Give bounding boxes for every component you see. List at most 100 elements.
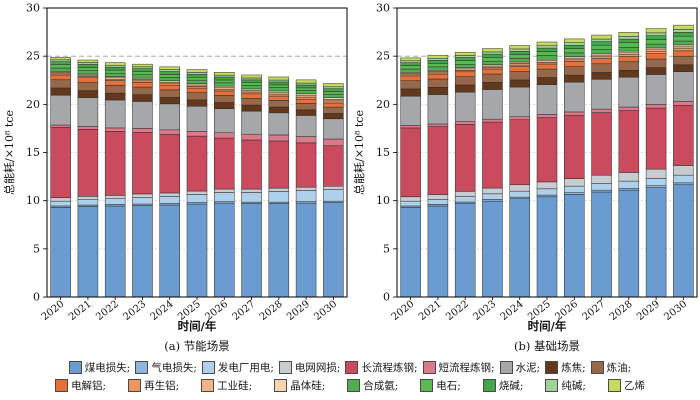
bar-segment (159, 74, 180, 78)
bar-segment (427, 66, 449, 71)
bar-segment (564, 57, 585, 61)
x-tick-label: 2020 (390, 299, 417, 323)
y-tick-label: 10 (26, 194, 40, 207)
bar-segment (268, 95, 290, 101)
bar-segment (427, 58, 449, 61)
bar-segment (295, 87, 317, 91)
bar-segment (241, 139, 262, 190)
legend-swatch-icon (274, 378, 288, 392)
bar-segment (50, 64, 71, 69)
bar-segment (50, 207, 71, 298)
bar-segment (159, 84, 180, 91)
legend-swatch-icon (55, 378, 69, 392)
y-tick-label: 20 (376, 98, 390, 111)
bar-segment (50, 59, 71, 63)
bar-segment (454, 203, 476, 298)
bar-segment (50, 67, 71, 72)
bar-segment (564, 66, 585, 76)
bar-segment (159, 69, 180, 72)
legend-label: 发电厂用电; (217, 361, 274, 374)
bar-segment (323, 189, 344, 202)
bar-segment (104, 72, 126, 77)
bar-segment (454, 60, 476, 65)
bar-segment (77, 126, 99, 130)
bar-segment (618, 32, 640, 37)
bar-segment (77, 59, 99, 63)
y-tick-label: 15 (26, 146, 40, 159)
bar-segment (536, 194, 558, 198)
bar-segment (159, 66, 180, 70)
bar-segment (50, 57, 71, 61)
bar-segment (295, 90, 317, 95)
bar-segment (427, 126, 449, 195)
bar-segment (509, 198, 530, 298)
bar-segment (645, 67, 667, 75)
bar-segment (186, 203, 208, 298)
bar-segment (509, 51, 530, 55)
bar-segment (454, 57, 476, 61)
bar-segment (241, 85, 262, 90)
bar-segment (400, 57, 421, 62)
bar-segment (591, 63, 612, 73)
bar-segment (241, 192, 262, 203)
bar-segment (132, 94, 153, 102)
bar-segment (77, 77, 99, 83)
bar-segment (104, 62, 126, 66)
x-tick-label: 2021 (417, 299, 444, 323)
legend-swatch-icon (545, 378, 559, 392)
bar-segment (77, 206, 99, 298)
bar-segment (50, 87, 71, 96)
bar-segment (536, 181, 558, 190)
bar-segment (427, 194, 449, 200)
bar-segment (591, 44, 612, 50)
bar-segment (214, 74, 235, 78)
bar-segment (295, 98, 317, 104)
bar-segment (400, 200, 421, 207)
bar-segment (645, 187, 667, 298)
y-tick-label: 0 (33, 291, 40, 304)
bar-segment (268, 84, 290, 88)
x-tick-label: 2028 (258, 299, 285, 323)
bar-segment (104, 92, 126, 101)
bar-segment (454, 191, 476, 197)
bar-segment (536, 196, 558, 298)
bar-segment (159, 192, 180, 197)
bar-segment (77, 196, 99, 200)
bar-segment (295, 93, 317, 96)
bar-segment (673, 46, 694, 49)
bar-segment (673, 105, 694, 166)
bar-segment (427, 54, 449, 59)
bar-segment (186, 69, 208, 73)
chart-panel-a: 2020 2021 2022 2023 2024 2025 2026 2027 2028 2029… (0, 0, 350, 358)
legend-swatch-icon (201, 360, 215, 374)
bar-segment (645, 47, 667, 51)
bar-segment (132, 74, 153, 79)
bar-segment (323, 97, 344, 100)
panel-caption: (b) 基础场景 (514, 339, 580, 353)
bar-segment (645, 35, 667, 40)
legend-swatch-icon (545, 360, 559, 374)
bar-segment (482, 82, 503, 90)
bar-segment (618, 110, 640, 173)
bar-segment (159, 97, 180, 105)
bar-segment (482, 121, 503, 189)
y-tick-label: 5 (383, 242, 390, 255)
panel-caption: (a) 节能场景 (164, 339, 229, 353)
bar-segment (50, 79, 71, 89)
bar-segment (77, 199, 99, 206)
bar-segment (454, 76, 476, 86)
bar-segment (132, 86, 153, 95)
bar-segment (295, 186, 317, 191)
legend-item: 合成氨; (347, 378, 398, 393)
bar-segment (186, 72, 208, 75)
bar-segment (132, 193, 153, 198)
bar-segment (673, 64, 694, 72)
legend-item: 晶体硅; (274, 378, 325, 393)
legend-row-1: 煤电损失; 气电损失; 发电厂用电; 电网网损; 长流程炼钢; 短流程炼钢; 水泥; 炼焦; 炼… (68, 358, 631, 376)
bar-segment (645, 53, 667, 60)
bar-segment (214, 76, 235, 81)
bar-segment (104, 69, 126, 74)
bar-segment (645, 28, 667, 34)
legend-item: 煤电损失; (68, 360, 130, 375)
y-tick-label: 30 (376, 2, 390, 15)
